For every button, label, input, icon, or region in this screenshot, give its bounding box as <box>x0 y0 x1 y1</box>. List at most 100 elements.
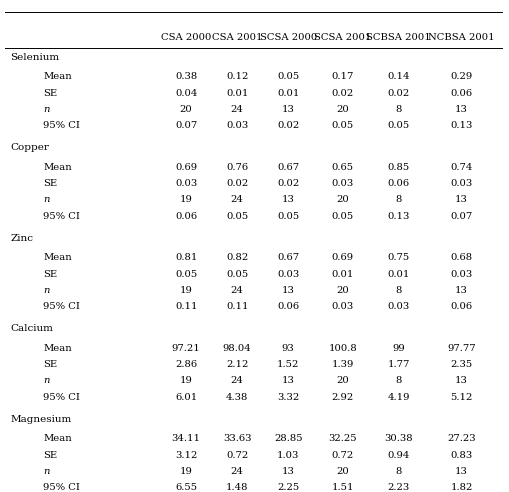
Text: 95% CI: 95% CI <box>43 483 80 492</box>
Text: 0.02: 0.02 <box>276 121 299 130</box>
Text: 24: 24 <box>230 195 243 204</box>
Text: 0.17: 0.17 <box>331 72 353 81</box>
Text: 0.69: 0.69 <box>175 163 197 172</box>
Text: 0.03: 0.03 <box>387 302 409 311</box>
Text: 0.81: 0.81 <box>175 253 197 262</box>
Text: Zinc: Zinc <box>10 234 33 243</box>
Text: Copper: Copper <box>10 143 49 152</box>
Text: 0.12: 0.12 <box>225 72 248 81</box>
Text: 0.13: 0.13 <box>387 212 409 220</box>
Text: 1.77: 1.77 <box>387 360 409 369</box>
Text: 33.63: 33.63 <box>222 434 251 443</box>
Text: Mean: Mean <box>43 344 72 353</box>
Text: 0.01: 0.01 <box>276 89 299 97</box>
Text: 95% CI: 95% CI <box>43 302 80 311</box>
Text: CSA 2001: CSA 2001 <box>211 33 262 42</box>
Text: 95% CI: 95% CI <box>43 121 80 130</box>
Text: 0.03: 0.03 <box>449 270 472 278</box>
Text: Calcium: Calcium <box>10 324 53 333</box>
Text: SCSA 2001: SCSA 2001 <box>314 33 371 42</box>
Text: 99: 99 <box>392 344 405 353</box>
Text: 93: 93 <box>281 344 294 353</box>
Text: 8: 8 <box>395 286 401 295</box>
Text: 0.67: 0.67 <box>276 163 299 172</box>
Text: 34.11: 34.11 <box>172 434 200 443</box>
Text: 0.05: 0.05 <box>331 212 353 220</box>
Text: 30.38: 30.38 <box>384 434 412 443</box>
Text: 0.83: 0.83 <box>449 451 472 460</box>
Text: 0.68: 0.68 <box>449 253 472 262</box>
Text: 0.02: 0.02 <box>387 89 409 97</box>
Text: 0.02: 0.02 <box>276 179 299 188</box>
Text: SE: SE <box>43 270 58 278</box>
Text: 0.76: 0.76 <box>225 163 248 172</box>
Text: 13: 13 <box>281 286 294 295</box>
Text: 8: 8 <box>395 376 401 385</box>
Text: 0.06: 0.06 <box>449 302 472 311</box>
Text: 13: 13 <box>454 195 467 204</box>
Text: 19: 19 <box>179 376 192 385</box>
Text: 0.05: 0.05 <box>276 72 299 81</box>
Text: 13: 13 <box>281 467 294 476</box>
Text: 32.25: 32.25 <box>328 434 356 443</box>
Text: SCSA 2000: SCSA 2000 <box>259 33 316 42</box>
Text: Mean: Mean <box>43 253 72 262</box>
Text: 0.72: 0.72 <box>225 451 248 460</box>
Text: 0.01: 0.01 <box>225 89 248 97</box>
Text: 0.69: 0.69 <box>331 253 353 262</box>
Text: n: n <box>43 376 50 385</box>
Text: 0.75: 0.75 <box>387 253 409 262</box>
Text: n: n <box>43 105 50 114</box>
Text: CSA 2000: CSA 2000 <box>161 33 211 42</box>
Text: 0.85: 0.85 <box>387 163 409 172</box>
Text: 0.03: 0.03 <box>276 270 299 278</box>
Text: 0.14: 0.14 <box>387 72 409 81</box>
Text: Mean: Mean <box>43 163 72 172</box>
Text: SCBSA 2001: SCBSA 2001 <box>366 33 430 42</box>
Text: 13: 13 <box>281 376 294 385</box>
Text: 0.01: 0.01 <box>387 270 409 278</box>
Text: 0.03: 0.03 <box>449 179 472 188</box>
Text: 19: 19 <box>179 467 192 476</box>
Text: n: n <box>43 195 50 204</box>
Text: n: n <box>43 286 50 295</box>
Text: 4.38: 4.38 <box>225 393 248 401</box>
Text: SE: SE <box>43 360 58 369</box>
Text: 5.12: 5.12 <box>449 393 472 401</box>
Text: 6.01: 6.01 <box>175 393 197 401</box>
Text: 20: 20 <box>336 195 349 204</box>
Text: 13: 13 <box>454 467 467 476</box>
Text: Mean: Mean <box>43 434 72 443</box>
Text: 2.12: 2.12 <box>225 360 248 369</box>
Text: 24: 24 <box>230 105 243 114</box>
Text: 0.06: 0.06 <box>276 302 299 311</box>
Text: 24: 24 <box>230 376 243 385</box>
Text: 0.13: 0.13 <box>449 121 472 130</box>
Text: 13: 13 <box>454 286 467 295</box>
Text: 100.8: 100.8 <box>328 344 356 353</box>
Text: 98.04: 98.04 <box>222 344 251 353</box>
Text: 20: 20 <box>336 286 349 295</box>
Text: 24: 24 <box>230 467 243 476</box>
Text: 0.38: 0.38 <box>175 72 197 81</box>
Text: SE: SE <box>43 451 58 460</box>
Text: 6.55: 6.55 <box>175 483 197 492</box>
Text: 20: 20 <box>336 376 349 385</box>
Text: 0.03: 0.03 <box>331 179 353 188</box>
Text: 0.05: 0.05 <box>331 121 353 130</box>
Text: SE: SE <box>43 89 58 97</box>
Text: 1.52: 1.52 <box>276 360 299 369</box>
Text: 0.11: 0.11 <box>175 302 197 311</box>
Text: Selenium: Selenium <box>10 53 59 62</box>
Text: 0.04: 0.04 <box>175 89 197 97</box>
Text: 0.06: 0.06 <box>387 179 409 188</box>
Text: 0.03: 0.03 <box>225 121 248 130</box>
Text: 0.02: 0.02 <box>225 179 248 188</box>
Text: 0.07: 0.07 <box>175 121 197 130</box>
Text: 0.02: 0.02 <box>331 89 353 97</box>
Text: 8: 8 <box>395 195 401 204</box>
Text: 8: 8 <box>395 105 401 114</box>
Text: Magnesium: Magnesium <box>10 415 71 424</box>
Text: 97.77: 97.77 <box>446 344 475 353</box>
Text: 1.48: 1.48 <box>225 483 248 492</box>
